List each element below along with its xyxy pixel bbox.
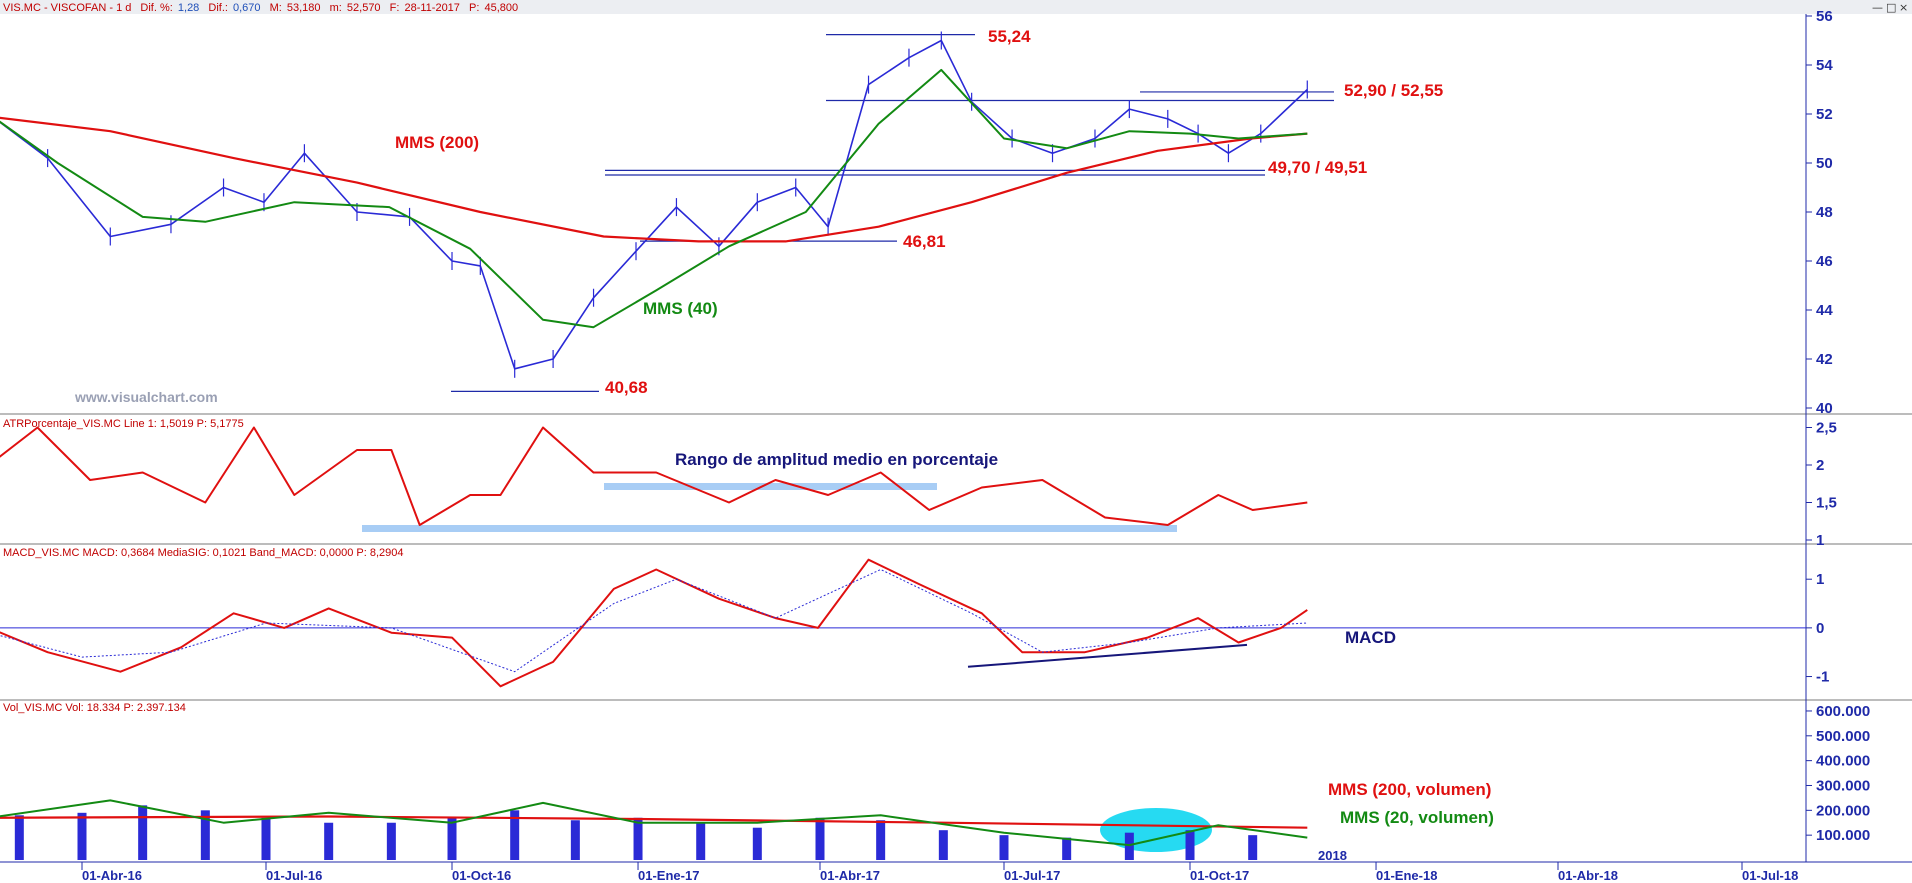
volume-bar [999,835,1009,860]
volume-bar [1062,837,1072,860]
x-axis: 01-Abr-16 01-Jul-16 01-Oct-16 01-Ene-17 01-A… [0,861,1912,883]
y-tick-label: 50 [1816,155,1833,172]
y-tick-label: 48 [1816,204,1833,221]
x-tick-label: 01-Abr-17 [820,868,880,883]
window-controls[interactable]: — □ × [1872,1,1908,14]
y-tick-label: 1,5 [1816,495,1837,512]
x-tick-label: 01-Jul-16 [266,868,322,883]
mms-short-line [0,68,1308,329]
y-tick-label: 0 [1816,620,1824,637]
series-line [0,39,1308,370]
annotation-vol-mms200: MMS (200, volumen) [1328,780,1491,799]
y-tick-label: 42 [1816,351,1833,368]
annotation-mms40: MMS (40) [643,299,718,318]
y-tick-label: 46 [1816,253,1833,270]
volume-bar [815,817,825,860]
volume-header: Vol_VIS.MC Vol: 18.334 P: 2.397.134 [3,702,186,714]
y-tick-label: -1 [1816,669,1829,686]
x-tick-label: 01-Oct-17 [1190,868,1249,883]
volume-bar [77,812,87,860]
y-tick-label: 400.000 [1816,753,1870,770]
annotation-vol-mms20: MMS (20, volumen) [1340,808,1494,827]
year-label: 2018 [1318,848,1347,863]
volume-pane: 100.000 200.000 300.000 400.000 500.000 600.0… [0,703,1870,860]
annotation-low: 40,68 [605,378,648,397]
annotation-high: 55,24 [988,27,1031,46]
x-tick-label: 01-Abr-16 [82,868,142,883]
volume-bar [1124,832,1134,860]
y-tick-label: 40 [1816,400,1833,417]
annotation-resistance: 52,90 / 52,55 [1344,81,1443,100]
annotation-level-mid: 46,81 [903,232,946,251]
volume-bar [14,815,24,860]
maximize-icon[interactable]: □ [1886,1,1896,14]
price-header: VIS.MC - VISCOFAN - 1 d Dif. %: 1,28 Dif… [3,2,518,14]
price-pane: 40 42 44 46 48 50 52 54 56 [0,8,1833,417]
x-tick-label: 01-Abr-18 [1558,868,1618,883]
volume-bar [570,820,580,860]
volume-bar [938,830,948,860]
annotation-support: 49,70 / 49,51 [1268,158,1367,177]
volume-bar [633,817,643,860]
y-tick-label: 500.000 [1816,728,1870,745]
y-tick-label: 1 [1816,571,1824,588]
macd-note: MACD [1345,628,1396,647]
mms-short-line [0,799,1308,847]
volume-bar [876,820,886,860]
minimize-icon[interactable]: — [1872,1,1883,14]
y-tick-label: 54 [1816,57,1833,74]
x-tick-label: 01-Jul-18 [1742,868,1798,883]
atr-line [0,426,1308,526]
volume-bar [1185,830,1195,860]
macd-pane: -1 0 1 [0,558,1829,688]
close-icon[interactable]: × [1899,1,1908,14]
annotation-mms200: MMS (200) [395,133,479,152]
header-bar [0,0,1912,14]
volume-bar [510,810,520,860]
y-tick-label: 100.000 [1816,827,1870,844]
y-tick-label: 200.000 [1816,802,1870,819]
macd-trendline [967,643,1248,668]
atr-band-lower [362,525,1177,532]
macd-signal-line [0,569,1308,673]
atr-header: ATRPorcentaje_VIS.MC Line 1: 1,5019 P: 5… [3,418,244,430]
y-tick-label: 2 [1816,457,1824,474]
x-tick-label: 01-Ene-18 [1376,868,1437,883]
volume-bar [200,810,210,860]
y-tick-label: 56 [1816,8,1833,25]
x-tick-label: 01-Oct-16 [452,868,511,883]
y-tick-label: 44 [1816,302,1833,319]
y-tick-label: 1 [1816,532,1824,549]
mms200-line [0,815,1308,829]
y-tick-label: 2,5 [1816,420,1837,437]
volume-bar [1248,835,1258,860]
atr-band-upper [604,483,937,490]
volume-bar [261,817,271,860]
watermark: www.visualchart.com [74,389,218,405]
macd-header: MACD_VIS.MC MACD: 0,3684 MediaSIG: 0,102… [3,547,403,559]
volume-bar [696,822,706,860]
y-tick-label: 300.000 [1816,777,1870,794]
pane-frames [0,14,1912,862]
volume-bar [752,827,762,860]
volume-bar [447,817,457,860]
atr-pane: 1 1,5 2 2,5 [0,420,1837,549]
y-tick-label: 52 [1816,106,1833,123]
volume-bar [324,822,334,860]
x-tick-label: 01-Jul-17 [1004,868,1060,883]
y-tick-label: 600.000 [1816,703,1870,720]
volume-bar [138,805,148,860]
volume-bar [386,822,396,860]
macd-line [0,558,1308,688]
atr-note: Rango de amplitud medio en porcentaje [675,450,998,469]
x-tick-label: 01-Ene-17 [638,868,699,883]
